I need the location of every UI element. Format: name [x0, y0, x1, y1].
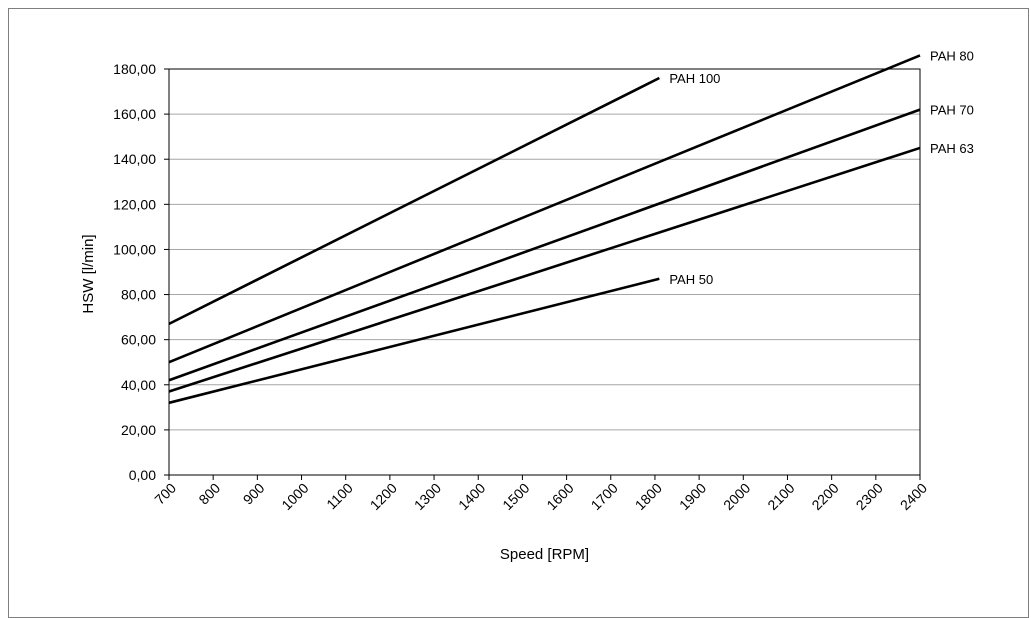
y-tick-label: 80,00 [121, 287, 156, 303]
series-line [168, 108, 921, 382]
y-tick-label: 0,00 [129, 467, 156, 483]
x-tick-label: 1600 [543, 480, 576, 513]
x-tick-label: 2400 [897, 480, 930, 513]
x-tick-label: 2000 [720, 480, 753, 513]
x-axis-label: Speed [RPM] [500, 546, 589, 563]
series-line [168, 76, 660, 326]
series-label: PAH 50 [669, 272, 713, 287]
x-tick-label: 1000 [278, 480, 311, 513]
series-labels: PAH 100 PAH 80 PAH 70 PAH 63 PAH 50 [669, 48, 973, 286]
series-lines [168, 54, 921, 405]
x-tick-label: 800 [195, 480, 223, 508]
x-tick-label: 1300 [411, 480, 444, 513]
line-chart: 0,00 20,00 40,00 60,00 80,00 100,00 120,00 140,… [80, 48, 974, 563]
x-tick-label: 700 [151, 480, 179, 508]
y-tick-label: 160,00 [113, 106, 156, 122]
x-tick-label: 1800 [632, 480, 665, 513]
x-tick-label: 1500 [499, 480, 532, 513]
x-tick-label: 2200 [808, 480, 841, 513]
x-tick-label: 1200 [367, 480, 400, 513]
x-tick-label: 2300 [853, 480, 886, 513]
series-line [168, 146, 921, 393]
plot-area [168, 68, 921, 476]
x-tick-label: 2100 [764, 480, 797, 513]
y-tick-label: 180,00 [113, 61, 156, 77]
y-tick-label: 100,00 [113, 241, 156, 257]
y-axis-label: HSW [l/min] [80, 234, 97, 313]
series-label: PAH 70 [930, 103, 974, 118]
y-tick-label: 120,00 [113, 196, 156, 212]
y-tick-label: 40,00 [121, 377, 156, 393]
series-label: PAH 63 [930, 141, 974, 156]
y-tick-label: 60,00 [121, 332, 156, 348]
x-tick-label: 1400 [455, 480, 488, 513]
gridlines [169, 68, 920, 431]
x-tick-label: 1700 [588, 480, 621, 513]
chart-frame: 0,00 20,00 40,00 60,00 80,00 100,00 120,00 140,… [8, 8, 1029, 618]
series-line [168, 277, 660, 405]
axis-ticks: 0,00 20,00 40,00 60,00 80,00 100,00 120,00 140,… [113, 61, 930, 513]
series-label: PAH 80 [930, 48, 974, 63]
x-tick-label: 1100 [323, 480, 356, 513]
series-label: PAH 100 [669, 71, 720, 86]
y-tick-label: 140,00 [113, 151, 156, 167]
x-tick-label: 900 [240, 480, 268, 508]
x-tick-label: 1900 [676, 480, 709, 513]
y-tick-label: 20,00 [121, 422, 156, 438]
series-line [168, 54, 921, 364]
